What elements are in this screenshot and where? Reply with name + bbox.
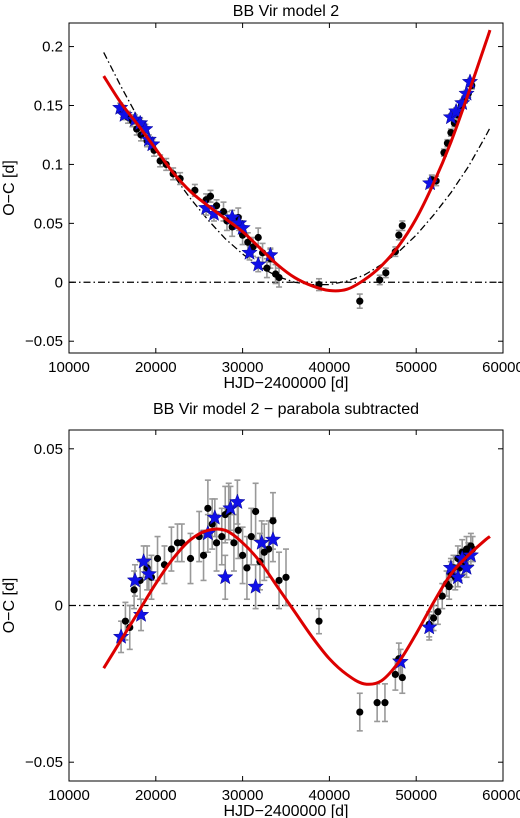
y-tick-label: 0 — [55, 598, 63, 615]
y-tick-label: 0.1 — [42, 156, 63, 173]
data-point-star — [241, 244, 258, 260]
data-point-star — [264, 530, 282, 547]
data-point-dot — [243, 564, 251, 572]
x-tick-label: 10000 — [48, 787, 90, 804]
data-point-star — [458, 559, 475, 575]
data-point-dot — [275, 576, 283, 585]
data-point-dot — [263, 264, 271, 272]
x-tick-label: 60000 — [482, 359, 520, 376]
data-point-dot — [282, 573, 290, 581]
y-tick-label: −0.05 — [25, 754, 63, 771]
x-tick-label: 20000 — [135, 359, 177, 376]
y-axis-label: O−C [d] — [1, 578, 18, 634]
data-point-dot — [230, 539, 238, 547]
data-point-star — [206, 509, 224, 525]
data-point-dot — [219, 207, 228, 216]
x-tick-label: 40000 — [309, 787, 351, 804]
data-point-dot — [204, 504, 212, 512]
x-axis-label: HJD−2400000 [d] — [224, 375, 349, 392]
y-tick-label: 0.15 — [34, 98, 63, 115]
data-point-star — [205, 205, 223, 221]
y-tick-label: −0.05 — [25, 333, 63, 350]
x-tick-label: 50000 — [395, 787, 437, 804]
data-point-dot — [199, 551, 208, 559]
y-tick-label: 0.05 — [34, 441, 63, 458]
x-tick-label: 20000 — [135, 787, 177, 804]
y-axis-label: O−C [d] — [1, 160, 18, 216]
data-point-dot — [121, 617, 130, 625]
data-point-star — [216, 568, 234, 585]
x-tick-label: 10000 — [48, 359, 90, 376]
data-point-dot — [434, 608, 442, 616]
plot-frame — [68, 22, 504, 354]
data-point-dot — [239, 551, 247, 559]
plot-area — [69, 29, 503, 310]
data-point-dot — [247, 532, 255, 541]
data-point-dot — [398, 222, 406, 230]
data-point-dot — [275, 273, 283, 282]
data-point-dot — [398, 673, 406, 682]
data-point-dot — [212, 539, 221, 547]
data-point-dot — [252, 507, 260, 516]
data-point-dot — [395, 231, 403, 239]
data-point-star — [140, 565, 158, 582]
data-point-dot — [153, 554, 162, 563]
data-point-dot — [381, 699, 389, 707]
data-point-star — [116, 106, 133, 122]
data-point-dot — [130, 586, 138, 594]
data-point-star — [229, 493, 246, 510]
y-tick-label: 0.2 — [42, 39, 63, 56]
data-point-dot — [315, 617, 323, 625]
data-point-dot — [218, 532, 226, 541]
data-point-star — [135, 552, 152, 569]
data-point-dot — [382, 269, 390, 277]
data-point-dot — [356, 708, 364, 716]
data-point-star — [247, 577, 264, 594]
data-point-star — [253, 534, 270, 550]
x-tick-label: 40000 — [309, 359, 351, 376]
data-point-dot — [234, 526, 242, 534]
data-point-dot — [265, 545, 273, 553]
data-point-star — [420, 618, 438, 635]
chart-title: BB Vir model 2 − parabola subtracted — [153, 401, 419, 418]
x-tick-label: 30000 — [222, 787, 264, 804]
data-point-dot — [445, 583, 453, 591]
x-tick-label: 50000 — [395, 359, 437, 376]
y-tick-label: 0.05 — [34, 215, 63, 232]
data-point-star — [249, 255, 267, 272]
data-point-dot — [206, 192, 215, 200]
chart-title: BB Vir model 2 — [233, 3, 340, 20]
x-tick-label: 60000 — [482, 787, 520, 804]
x-tick-label: 30000 — [222, 359, 264, 376]
data-point-dot — [373, 699, 381, 707]
chart-panel-1: 10000 20000 30000 40000 50000 60000 −0.05 0 0.05… — [1, 3, 520, 392]
data-point-dot — [438, 592, 446, 600]
y-tick-label: 0 — [55, 274, 63, 291]
data-point-dot — [186, 554, 195, 563]
fit-curve — [102, 527, 491, 686]
data-point-star — [111, 99, 129, 115]
data-point-star — [132, 606, 150, 622]
data-point-dot — [167, 545, 176, 553]
plot-area — [69, 479, 503, 732]
chart-panel-2: 10000 20000 30000 40000 50000 60000 −0.05 0 0.05… — [1, 401, 520, 818]
data-point-dot — [244, 238, 252, 246]
data-point-dot — [391, 670, 399, 679]
data-point-dot — [429, 614, 438, 622]
data-point-dot — [254, 233, 262, 242]
fit-curve — [102, 29, 492, 293]
data-point-dot — [376, 276, 384, 284]
data-point-dot — [356, 297, 364, 305]
data-point-star — [126, 571, 144, 588]
x-axis-label: HJD−2400000 [d] — [224, 803, 349, 818]
data-point-star — [453, 94, 471, 111]
data-point-dot — [269, 517, 277, 525]
